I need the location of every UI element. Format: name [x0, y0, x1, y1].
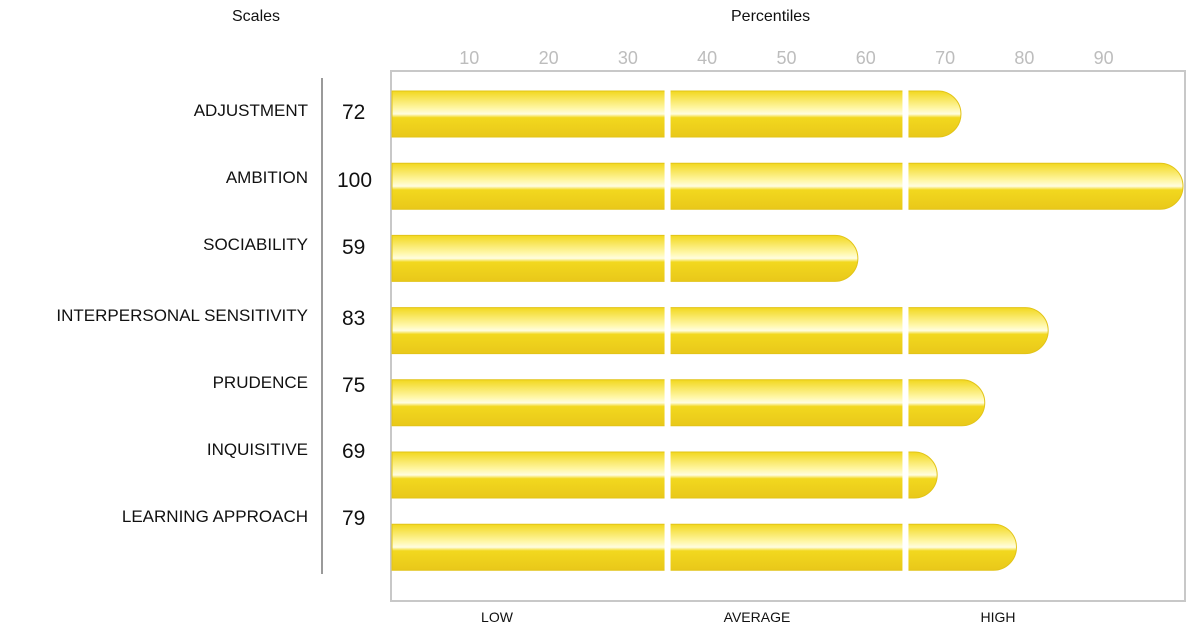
bar-prudence — [391, 379, 986, 427]
x-tick-label: 60 — [856, 48, 876, 68]
band-label-low: LOW — [481, 609, 513, 625]
x-tick-label: 90 — [1094, 48, 1114, 68]
score-sociability: 59 — [342, 236, 366, 259]
score-interpersonal-sensitivity: 83 — [342, 307, 366, 330]
band-label-average: AVERAGE — [723, 609, 791, 625]
x-tick-label: 80 — [1014, 48, 1034, 68]
scale-label-ambition: AMBITION — [225, 168, 308, 187]
scale-label-interpersonal-sensitivity: INTERPERSONAL SENSITIVITY — [56, 306, 308, 325]
scale-label-learning-approach: LEARNING APPROACH — [121, 507, 308, 526]
bar-interpersonal-sensitivity — [391, 307, 1049, 355]
band-label-high: HIGH — [980, 609, 1016, 625]
scale-divider — [321, 78, 323, 574]
scales-header: Scales — [232, 8, 281, 25]
x-tick-label: 30 — [618, 48, 638, 68]
bar-adjustment — [391, 90, 962, 138]
plot-frame — [390, 70, 1186, 602]
score-prudence: 75 — [342, 374, 366, 397]
x-tick-label: 50 — [776, 48, 796, 68]
scale-label-prudence: PRUDENCE — [212, 373, 308, 392]
band-separator — [902, 72, 909, 572]
scale-label-adjustment: ADJUSTMENT — [193, 101, 308, 120]
score-adjustment: 72 — [342, 101, 366, 124]
score-learning-approach: 79 — [342, 507, 366, 530]
x-tick-label: 70 — [935, 48, 955, 68]
score-ambition: 100 — [337, 169, 373, 192]
band-separator — [664, 72, 671, 572]
bar-plot: 10 20 30 40 50 60 70 80 90 — [391, 48, 1184, 572]
bar-ambition — [391, 162, 1184, 210]
percentiles-header: Percentiles — [731, 8, 811, 25]
bar-learning-approach — [391, 523, 1017, 571]
bar-inquisitive — [391, 451, 938, 499]
x-tick-label: 20 — [539, 48, 559, 68]
scale-label-sociability: SOCIABILITY — [203, 235, 308, 254]
scale-label-inquisitive: INQUISITIVE — [206, 440, 308, 459]
x-tick-label: 10 — [459, 48, 479, 68]
bar-sociability — [391, 234, 859, 282]
score-inquisitive: 69 — [342, 440, 366, 463]
x-tick-label: 40 — [697, 48, 717, 68]
